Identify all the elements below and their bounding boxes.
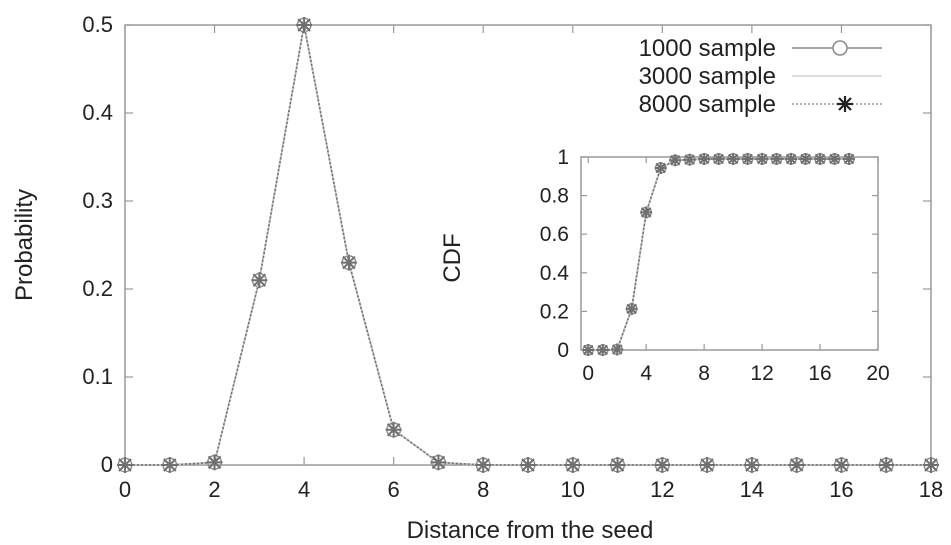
inset-x-tick-label: 8 bbox=[698, 362, 710, 385]
legend-marker-circle bbox=[832, 40, 848, 56]
main-y-tick-label: 0.2 bbox=[82, 276, 113, 301]
main-x-tick-label: 8 bbox=[477, 477, 489, 502]
main-x-tick-label: 18 bbox=[919, 477, 943, 502]
main-data-point bbox=[564, 457, 581, 473]
main-data-point bbox=[475, 457, 492, 473]
main-y-tick-label: 0.1 bbox=[82, 364, 113, 389]
main-data-point bbox=[833, 457, 850, 473]
main-y-tick-label: 0.5 bbox=[82, 12, 113, 37]
inset-x-tick-label: 20 bbox=[866, 362, 889, 385]
main-x-tick-label: 4 bbox=[298, 477, 310, 502]
inset-data-point bbox=[799, 152, 812, 165]
inset-data-point bbox=[727, 152, 740, 165]
main-y-tick-label: 0.3 bbox=[82, 188, 113, 213]
inset-data-point bbox=[596, 344, 609, 356]
main-x-tick-label: 14 bbox=[740, 477, 764, 502]
legend-label-1000: 1000 sample bbox=[639, 35, 776, 62]
main-data-point bbox=[340, 254, 357, 271]
main-data-point bbox=[699, 457, 716, 473]
inset-data-point bbox=[785, 152, 798, 165]
inset-data-point bbox=[814, 152, 827, 165]
main-data-point bbox=[117, 457, 133, 473]
inset-x-tick-label: 16 bbox=[808, 362, 831, 385]
main-x-tick-label: 2 bbox=[208, 477, 220, 502]
y-axis-title: Probability bbox=[11, 189, 38, 301]
inset-data-point bbox=[698, 152, 711, 165]
legend-label-8000: 8000 sample bbox=[639, 91, 776, 118]
main-x-tick-label: 0 bbox=[119, 477, 131, 502]
inset-series-layer bbox=[582, 152, 856, 356]
inset-y-axis-title: CDF bbox=[439, 233, 466, 282]
inset-data-point bbox=[654, 162, 667, 175]
inset-y-tick-label: 0.8 bbox=[540, 185, 569, 208]
legend-label-3000: 3000 sample bbox=[639, 63, 776, 90]
main-series-2 bbox=[117, 17, 939, 473]
inset-y-tick-label: 0.6 bbox=[540, 223, 569, 246]
main-series-layer bbox=[117, 17, 939, 473]
inset-y-tick-label: 0.2 bbox=[540, 300, 569, 323]
main-x-tick-label: 12 bbox=[650, 477, 674, 502]
main-x-tick-label: 16 bbox=[829, 477, 853, 502]
inset-data-point bbox=[582, 344, 595, 356]
inset-data-point bbox=[843, 152, 856, 165]
main-data-point bbox=[206, 454, 223, 471]
inset-data-point bbox=[625, 302, 638, 315]
inset-y-tick-label: 0 bbox=[557, 339, 569, 362]
main-data-point bbox=[654, 457, 671, 473]
inset-data-point bbox=[770, 152, 783, 165]
inset-data-point bbox=[712, 152, 725, 165]
inset-plot-frame bbox=[580, 156, 879, 351]
main-data-point bbox=[609, 457, 626, 473]
main-y-tick-label: 0.4 bbox=[82, 100, 113, 125]
inset-data-point bbox=[741, 152, 754, 165]
main-data-point bbox=[430, 454, 447, 471]
main-data-point bbox=[788, 457, 805, 473]
inset-data-point bbox=[640, 206, 653, 219]
main-data-point bbox=[878, 457, 895, 473]
inset-axis-ticks: 0 4 8 12 16 20 0 0.2 0.4 0.6 0.8 1 bbox=[540, 146, 890, 385]
main-data-point bbox=[385, 421, 402, 438]
main-data-point bbox=[743, 457, 760, 473]
legend: 1000 sample 3000 sample 8000 sample bbox=[639, 35, 882, 118]
inset-y-tick-label: 1 bbox=[557, 146, 569, 169]
inset-x-tick-label: 0 bbox=[582, 362, 594, 385]
main-x-tick-label: 10 bbox=[561, 477, 585, 502]
inset-y-tick-label: 0.4 bbox=[540, 262, 570, 285]
inset-x-tick-label: 4 bbox=[640, 362, 652, 385]
x-axis-title: Distance from the seed bbox=[407, 517, 654, 544]
main-data-point bbox=[923, 457, 939, 473]
main-data-point bbox=[161, 457, 178, 473]
inset-x-tick-label: 12 bbox=[750, 362, 773, 385]
inset-data-point bbox=[611, 343, 624, 356]
inset-data-point bbox=[756, 152, 769, 165]
inset-data-point bbox=[683, 153, 696, 166]
legend-marker-asterisk bbox=[837, 96, 853, 112]
main-data-point bbox=[296, 17, 313, 33]
inset-data-point bbox=[669, 154, 682, 167]
inset-data-point bbox=[828, 152, 841, 165]
main-data-point bbox=[251, 272, 268, 289]
main-x-tick-label: 6 bbox=[388, 477, 400, 502]
main-y-tick-label: 0 bbox=[101, 452, 113, 477]
main-data-point bbox=[520, 457, 536, 473]
inset-series-2 bbox=[582, 152, 856, 356]
